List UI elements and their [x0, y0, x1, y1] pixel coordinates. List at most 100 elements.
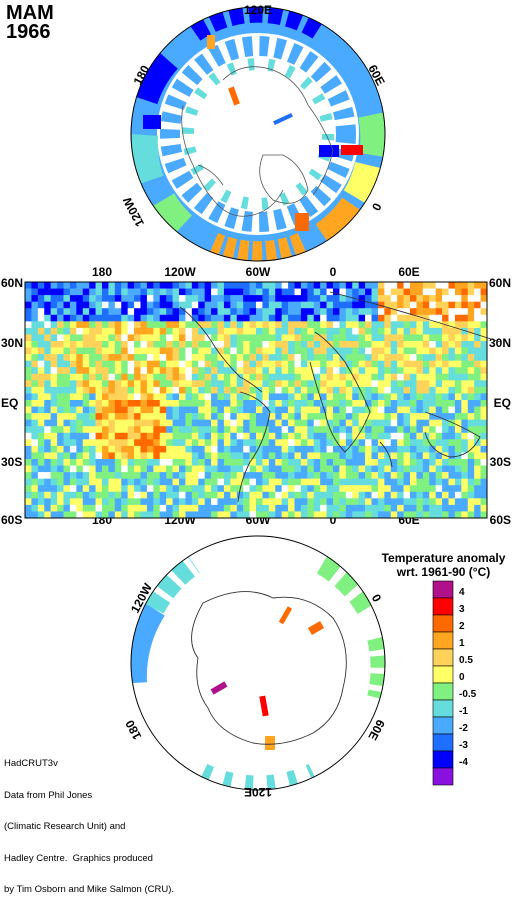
- anomaly-cell: [403, 498, 411, 506]
- anomaly-cell: [410, 465, 417, 473]
- legend-label: -2: [459, 723, 468, 734]
- anomaly-cell: [256, 498, 263, 506]
- anomaly-cell: [166, 504, 173, 512]
- anomaly-cell: [256, 321, 263, 329]
- anomaly-cell: [211, 327, 218, 335]
- anomaly-cell: [191, 491, 199, 499]
- anomaly-cell: [352, 301, 359, 309]
- anomaly-cell: [44, 288, 51, 296]
- anomaly-cell: [185, 445, 193, 453]
- anomaly-cell: [300, 380, 308, 388]
- anomaly-cell: [333, 354, 340, 361]
- anomaly-cell: [89, 432, 96, 440]
- anomaly-cell: [185, 485, 193, 493]
- anomaly-cell: [442, 301, 449, 309]
- anomaly-cell: [153, 439, 161, 447]
- anomaly-cell: [223, 308, 231, 316]
- anomaly-cell: [313, 314, 321, 322]
- anomaly-cell: [390, 511, 398, 519]
- anomaly-cell: [249, 327, 257, 335]
- anomaly-cell: [288, 413, 295, 420]
- anomaly-cell: [114, 491, 122, 499]
- anomaly-cell: [358, 282, 366, 289]
- anomaly-cell: [191, 380, 199, 388]
- anomaly-cell: [307, 413, 315, 420]
- anomaly-cell: [249, 341, 257, 348]
- anomaly-cell: [390, 321, 398, 329]
- anomaly-cell: [352, 465, 359, 473]
- anomaly-cell: [134, 400, 141, 407]
- anomaly-cell: [390, 380, 398, 388]
- anomaly-cell: [69, 478, 77, 486]
- anomaly-cell: [198, 459, 205, 466]
- anomaly-cell: [134, 413, 141, 420]
- anomaly-cell: [89, 406, 96, 414]
- anomaly-cell: [69, 498, 77, 506]
- anomaly-cell: [371, 341, 379, 348]
- anomaly-cell: [384, 432, 392, 440]
- anomaly-cell: [410, 432, 417, 440]
- anomaly-cell: [358, 321, 366, 329]
- anomaly-cell: [326, 373, 334, 381]
- anomaly-cell: [179, 465, 186, 473]
- anomaly-cell: [333, 485, 340, 493]
- anomaly-cell: [268, 439, 276, 447]
- anomaly-cell: [159, 327, 167, 335]
- anomaly-cell: [422, 295, 430, 302]
- anomaly-cell: [102, 445, 109, 453]
- anomaly-cell: [390, 386, 398, 394]
- anomaly-cell: [95, 301, 103, 309]
- anomaly-cell: [358, 465, 366, 473]
- anomaly-cell: [313, 373, 321, 381]
- anomaly-cell: [121, 393, 128, 401]
- anomaly-cell: [345, 400, 353, 407]
- anomaly-cell: [159, 419, 167, 427]
- anomaly-cell: [166, 354, 173, 361]
- anomaly-cell: [480, 341, 488, 348]
- anomaly-cell: [134, 426, 141, 434]
- anomaly-cell: [320, 478, 327, 486]
- anomaly-cell: [191, 314, 199, 322]
- anomaly-cell: [127, 498, 135, 506]
- anomaly-cell: [249, 491, 257, 499]
- anomaly-cell: [371, 386, 379, 394]
- anomaly-cell: [320, 426, 327, 434]
- anomaly-cell: [82, 334, 90, 342]
- anomaly-cell: [102, 295, 109, 302]
- anomaly-cell: [448, 288, 456, 296]
- anomaly-cell: [422, 485, 430, 493]
- anomaly-cell: [345, 472, 353, 479]
- anomaly-cell: [390, 400, 398, 407]
- anomaly-cell: [63, 360, 71, 368]
- anomaly-cell: [243, 459, 250, 466]
- anomaly-cell: [217, 295, 225, 302]
- anomaly-cell: [365, 478, 372, 486]
- anomaly-cell: [217, 439, 225, 447]
- anomaly-cell: [384, 439, 392, 447]
- anomaly-cell: [410, 360, 417, 368]
- anomaly-cell: [57, 459, 64, 466]
- anomaly-cell: [76, 498, 84, 506]
- anomaly-cell: [82, 341, 90, 348]
- anomaly-cell: [442, 386, 449, 394]
- anomaly-cell: [461, 485, 469, 493]
- anomaly-cell: [371, 288, 379, 296]
- anomaly-cell: [249, 367, 257, 375]
- anomaly-cell: [320, 341, 327, 348]
- anomaly-cell: [313, 288, 321, 296]
- anomaly-cell: [262, 367, 270, 375]
- anomaly-cell: [44, 472, 51, 479]
- anomaly-cell: [307, 498, 315, 506]
- anomaly-cell: [146, 465, 154, 473]
- anomaly-cell: [249, 472, 257, 479]
- anomaly-cell: [403, 419, 411, 427]
- anomaly-cell: [435, 432, 443, 440]
- anomaly-cell: [371, 380, 379, 388]
- anomaly-cell: [390, 301, 398, 309]
- anomaly-cell: [153, 360, 161, 368]
- anomaly-cell: [89, 478, 96, 486]
- anomaly-cell: [339, 321, 347, 329]
- anomaly-cell: [390, 459, 398, 466]
- anomaly-cell: [95, 295, 103, 302]
- anomaly-cell: [262, 498, 270, 506]
